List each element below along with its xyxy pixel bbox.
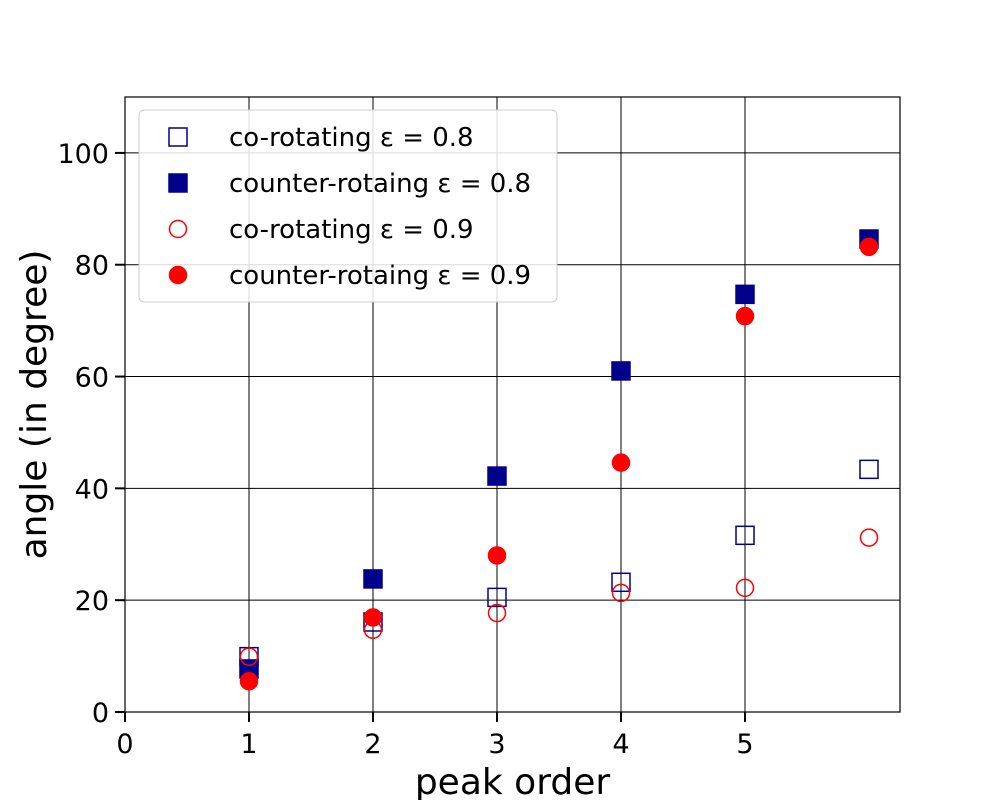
y-tick-label: 20 <box>75 586 109 617</box>
legend-marker <box>168 127 188 147</box>
legend: co-rotating ε = 0.8 counter-rotaing ε = 0… <box>138 109 558 303</box>
data-point <box>735 306 755 326</box>
data-point <box>487 466 507 486</box>
data-point <box>735 578 755 598</box>
data-point <box>611 583 631 603</box>
legend-label: co-rotating ε = 0.8 <box>229 123 474 153</box>
legend-marker <box>168 219 188 239</box>
data-point <box>363 569 383 589</box>
legend-label: co-rotating ε = 0.9 <box>229 215 474 245</box>
data-markers <box>239 229 879 691</box>
legend-label: counter-rotaing ε = 0.9 <box>229 261 531 291</box>
data-point <box>239 647 259 666</box>
data-point <box>611 572 631 593</box>
plot-frame <box>124 96 901 713</box>
data-point <box>239 672 259 691</box>
x-tick-label: 4 <box>612 729 629 760</box>
x-tick-label: 5 <box>736 729 753 760</box>
x-axis-label: peak order <box>415 762 611 800</box>
data-point <box>611 361 631 381</box>
axis-ticks: 0 1 2 3 4 5 0 20 40 60 80 100 <box>57 139 753 760</box>
legend-marker <box>168 173 188 193</box>
data-point <box>859 237 879 257</box>
legend-label: counter-rotaing ε = 0.8 <box>229 169 531 199</box>
data-point <box>611 453 631 472</box>
data-point <box>487 546 507 565</box>
data-point <box>735 284 755 305</box>
legend-box <box>138 109 558 303</box>
x-tick-label: 0 <box>116 729 133 760</box>
data-point <box>487 603 507 623</box>
y-axis-label: angle (in degree) <box>14 250 55 560</box>
legend-marker <box>168 265 188 285</box>
data-point <box>735 525 755 546</box>
data-point <box>363 608 383 627</box>
y-tick-label: 100 <box>57 139 109 170</box>
data-point <box>487 587 507 608</box>
y-tick-label: 0 <box>92 698 109 729</box>
x-tick-label: 1 <box>240 729 257 760</box>
x-tick-label: 2 <box>364 729 381 760</box>
data-point <box>859 459 879 480</box>
x-tick-label: 3 <box>488 729 505 760</box>
data-point <box>859 528 879 547</box>
y-tick-label: 40 <box>75 474 109 505</box>
y-tick-label: 60 <box>75 363 109 394</box>
y-tick-label: 80 <box>75 251 109 282</box>
